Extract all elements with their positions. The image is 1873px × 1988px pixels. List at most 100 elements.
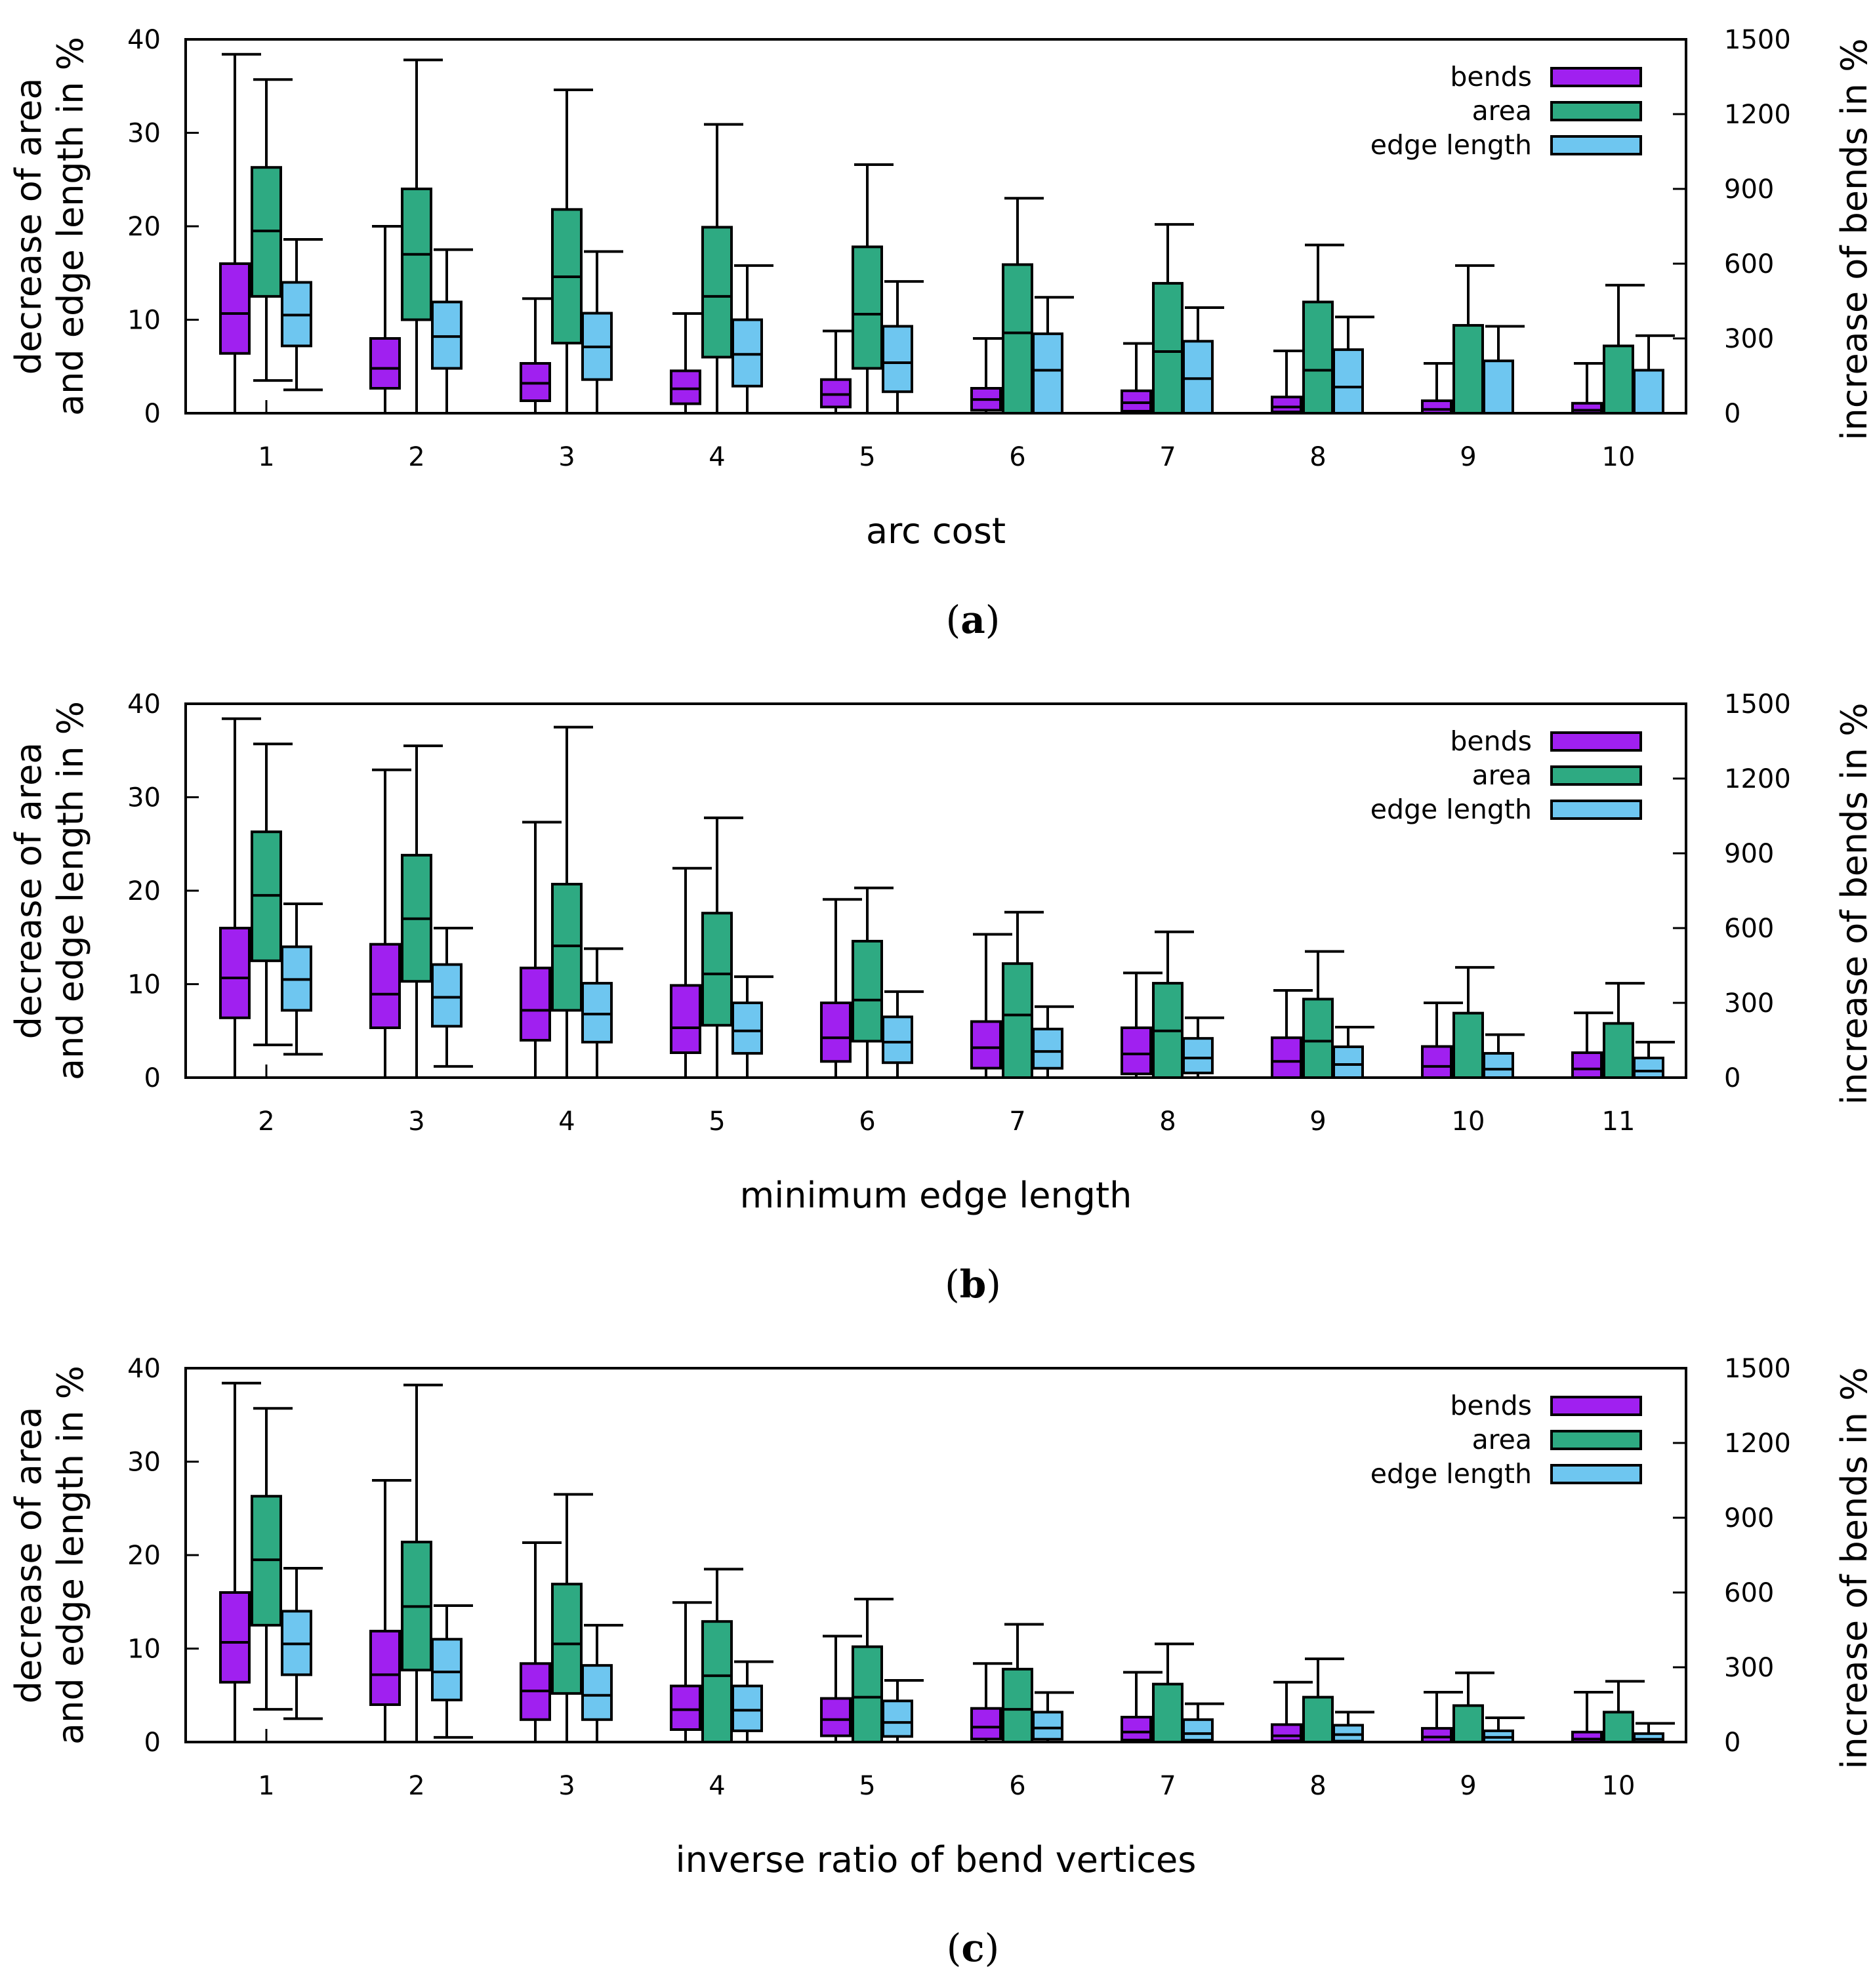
- box-body: [1032, 1711, 1063, 1741]
- box-body: [1483, 359, 1514, 415]
- x-tick-label: 5: [859, 1771, 875, 1801]
- box-body: [1121, 1026, 1152, 1076]
- box-bends: [1121, 971, 1163, 1078]
- left-tick-label: 30: [127, 783, 161, 813]
- box-body: [1421, 1727, 1452, 1744]
- right-tick-label: 900: [1724, 1503, 1774, 1533]
- legend-label-edge-length: edge length: [1370, 129, 1532, 161]
- box-edge-length: [431, 927, 473, 1068]
- caption-letter: c: [961, 1926, 984, 1970]
- box-body: [1152, 281, 1183, 415]
- box-body: [1571, 1051, 1603, 1079]
- box-body: [1302, 1695, 1334, 1744]
- left-tick-label: 0: [144, 1728, 161, 1758]
- caption-paren-open: (: [946, 598, 961, 642]
- box-edge-length: [1633, 1722, 1675, 1744]
- box-edge-length: [1332, 315, 1374, 415]
- caption-paren-close: ): [986, 1262, 1001, 1307]
- x-tick-label: 6: [1009, 1771, 1025, 1801]
- left-axis-title: and edge length in %: [50, 701, 91, 1080]
- box-body: [1571, 1730, 1603, 1744]
- box-area: [852, 1597, 894, 1743]
- box-edge-length: [1633, 1040, 1675, 1079]
- x-tick-label: 7: [1159, 442, 1176, 472]
- x-tick-label: 10: [1602, 1771, 1636, 1801]
- box-edge-length: [281, 1566, 323, 1720]
- box-area: [1152, 1642, 1194, 1743]
- box-body: [1121, 389, 1152, 413]
- box-edge-length: [731, 975, 773, 1078]
- left-tick-label: 10: [127, 306, 161, 336]
- left-tick-label: 20: [127, 212, 161, 242]
- x-tick-label: 10: [1602, 442, 1636, 472]
- box-body: [731, 318, 763, 388]
- right-tick-label: 1500: [1724, 25, 1791, 55]
- box-bends: [1421, 362, 1463, 415]
- box-body: [1332, 1724, 1364, 1743]
- box-body: [731, 1684, 763, 1732]
- right-tick-label: 300: [1724, 1653, 1774, 1683]
- right-tick-label: 300: [1724, 324, 1774, 354]
- right-tick-label: 900: [1724, 174, 1774, 205]
- box-area: [401, 744, 443, 1078]
- box-area: [251, 742, 293, 1047]
- x-axis-title: minimum edge length: [740, 1175, 1132, 1216]
- right-tick-label: 0: [1724, 1728, 1740, 1758]
- box-edge-length: [1483, 1033, 1525, 1079]
- right-axis-title: increase of bends in %: [1834, 1368, 1873, 1770]
- box-body: [1603, 1022, 1634, 1079]
- box-bends: [670, 312, 712, 413]
- box-body: [551, 883, 583, 1012]
- box-bends: [1421, 1691, 1463, 1744]
- box-area: [701, 816, 743, 1078]
- x-tick-label: 6: [859, 1106, 875, 1137]
- x-tick-label: 8: [1159, 1106, 1176, 1137]
- x-tick-label: 2: [408, 442, 424, 472]
- box-area: [1002, 1623, 1044, 1744]
- box-body: [1452, 1704, 1484, 1744]
- x-tick-label: 9: [1309, 1106, 1326, 1137]
- box-area: [251, 78, 293, 382]
- box-edge-length: [1182, 306, 1224, 415]
- left-axis-title: and edge length in %: [50, 37, 91, 416]
- panel-b: 0 10 20 30 40 0 300 600 900 1200 1500 2 3 4 5 6 7 8 9 10 11 b…: [8, 689, 1873, 1307]
- box-area: [1302, 950, 1344, 1080]
- box-body: [1002, 1667, 1033, 1744]
- box-area: [401, 1383, 443, 1742]
- box-body: [1421, 399, 1452, 415]
- legend-swatch-edge-length: [1550, 1464, 1642, 1484]
- left-axis-title: and edge length in %: [50, 1366, 91, 1745]
- caption-paren-open: (: [947, 1926, 962, 1970]
- legend-label-area: area: [1472, 95, 1532, 127]
- x-tick-label: 4: [709, 1771, 725, 1801]
- box-body: [581, 1664, 613, 1721]
- box-area: [701, 1568, 743, 1744]
- box-body: [1633, 369, 1664, 415]
- box-body: [1182, 1718, 1214, 1742]
- box-body: [1182, 1037, 1214, 1074]
- box-body: [551, 1583, 583, 1695]
- x-tick-label: 11: [1602, 1106, 1636, 1137]
- box-area: [551, 1493, 593, 1742]
- panel-a: 0 10 20 30 40 0 300 600 900 1200 1500 1 2 3 4 5 6 7 8 9 10 be…: [8, 25, 1873, 642]
- left-tick-label: 30: [127, 119, 161, 149]
- box-bends: [369, 768, 411, 1078]
- box-edge-length: [1483, 1716, 1525, 1743]
- left-axis-title: decrease of area: [8, 742, 49, 1040]
- right-tick-label: 1200: [1724, 1429, 1791, 1459]
- box-area: [1152, 930, 1194, 1079]
- box-body: [1032, 1027, 1063, 1070]
- x-tick-label: 5: [859, 442, 875, 472]
- box-edge-length: [731, 264, 773, 413]
- legend-label-edge-length: edge length: [1370, 1458, 1532, 1490]
- x-tick-label: 2: [258, 1106, 274, 1137]
- right-tick-label: 1500: [1724, 689, 1791, 720]
- right-tick-label: 600: [1724, 1578, 1774, 1608]
- x-tick-label: 6: [1009, 442, 1025, 472]
- legend-label-area: area: [1472, 760, 1532, 791]
- x-tick-label: 4: [709, 442, 725, 472]
- legend-swatch-bends: [1550, 67, 1642, 87]
- box-body: [970, 1020, 1002, 1070]
- box-edge-length: [1332, 1711, 1374, 1743]
- box-edge-length: [882, 990, 924, 1078]
